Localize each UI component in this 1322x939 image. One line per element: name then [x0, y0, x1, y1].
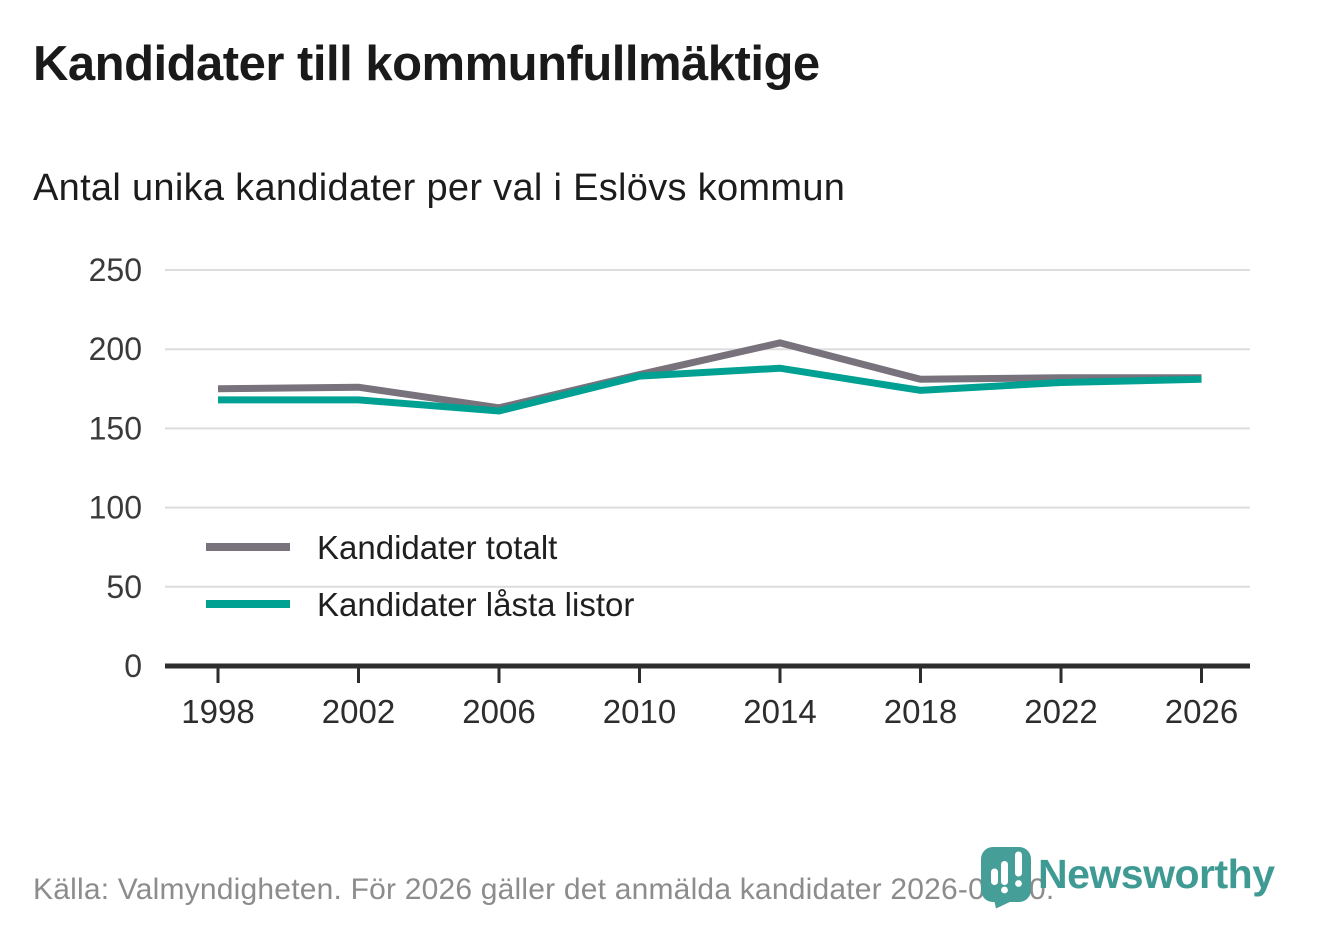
x-axis-tick-label: 1998 — [181, 693, 254, 730]
newsworthy-logo-icon — [981, 847, 1031, 909]
series-line-kandidater-totalt — [217, 339, 1202, 412]
x-axis-tick-label: 2018 — [884, 693, 957, 730]
x-axis-tick-label: 2006 — [462, 693, 535, 730]
chart-title: Kandidater till kommunfullmäktige — [33, 37, 820, 91]
y-axis-tick-label: 150 — [89, 410, 142, 446]
x-axis-tick-label: 2010 — [603, 693, 676, 730]
series-line-kandidater-l-sta-listor — [218, 364, 1202, 415]
newsworthy-logo: Newsworthy — [981, 847, 1275, 909]
y-axis-tick-label: 200 — [89, 331, 142, 367]
source-note: Källa: Valmyndigheten. För 2026 gäller d… — [33, 873, 1055, 906]
y-axis-tick-label: 250 — [89, 252, 142, 288]
y-axis-tick-label: 100 — [89, 490, 142, 526]
x-axis-tick-label: 2014 — [743, 693, 816, 730]
newsworthy-wordmark: Newsworthy — [1038, 851, 1275, 897]
x-axis-tick-label: 2002 — [322, 693, 395, 730]
y-axis-tick-label: 50 — [106, 569, 142, 605]
x-axis-tick-label: 2026 — [1165, 693, 1238, 730]
y-axis-tick-label: 0 — [124, 648, 142, 684]
chart-subtitle: Antal unika kandidater per val i Eslövs … — [33, 167, 846, 209]
legend-label: Kandidater totalt — [317, 529, 557, 566]
legend-label: Kandidater låsta listor — [317, 586, 634, 623]
x-axis-tick-label: 2022 — [1024, 693, 1097, 730]
